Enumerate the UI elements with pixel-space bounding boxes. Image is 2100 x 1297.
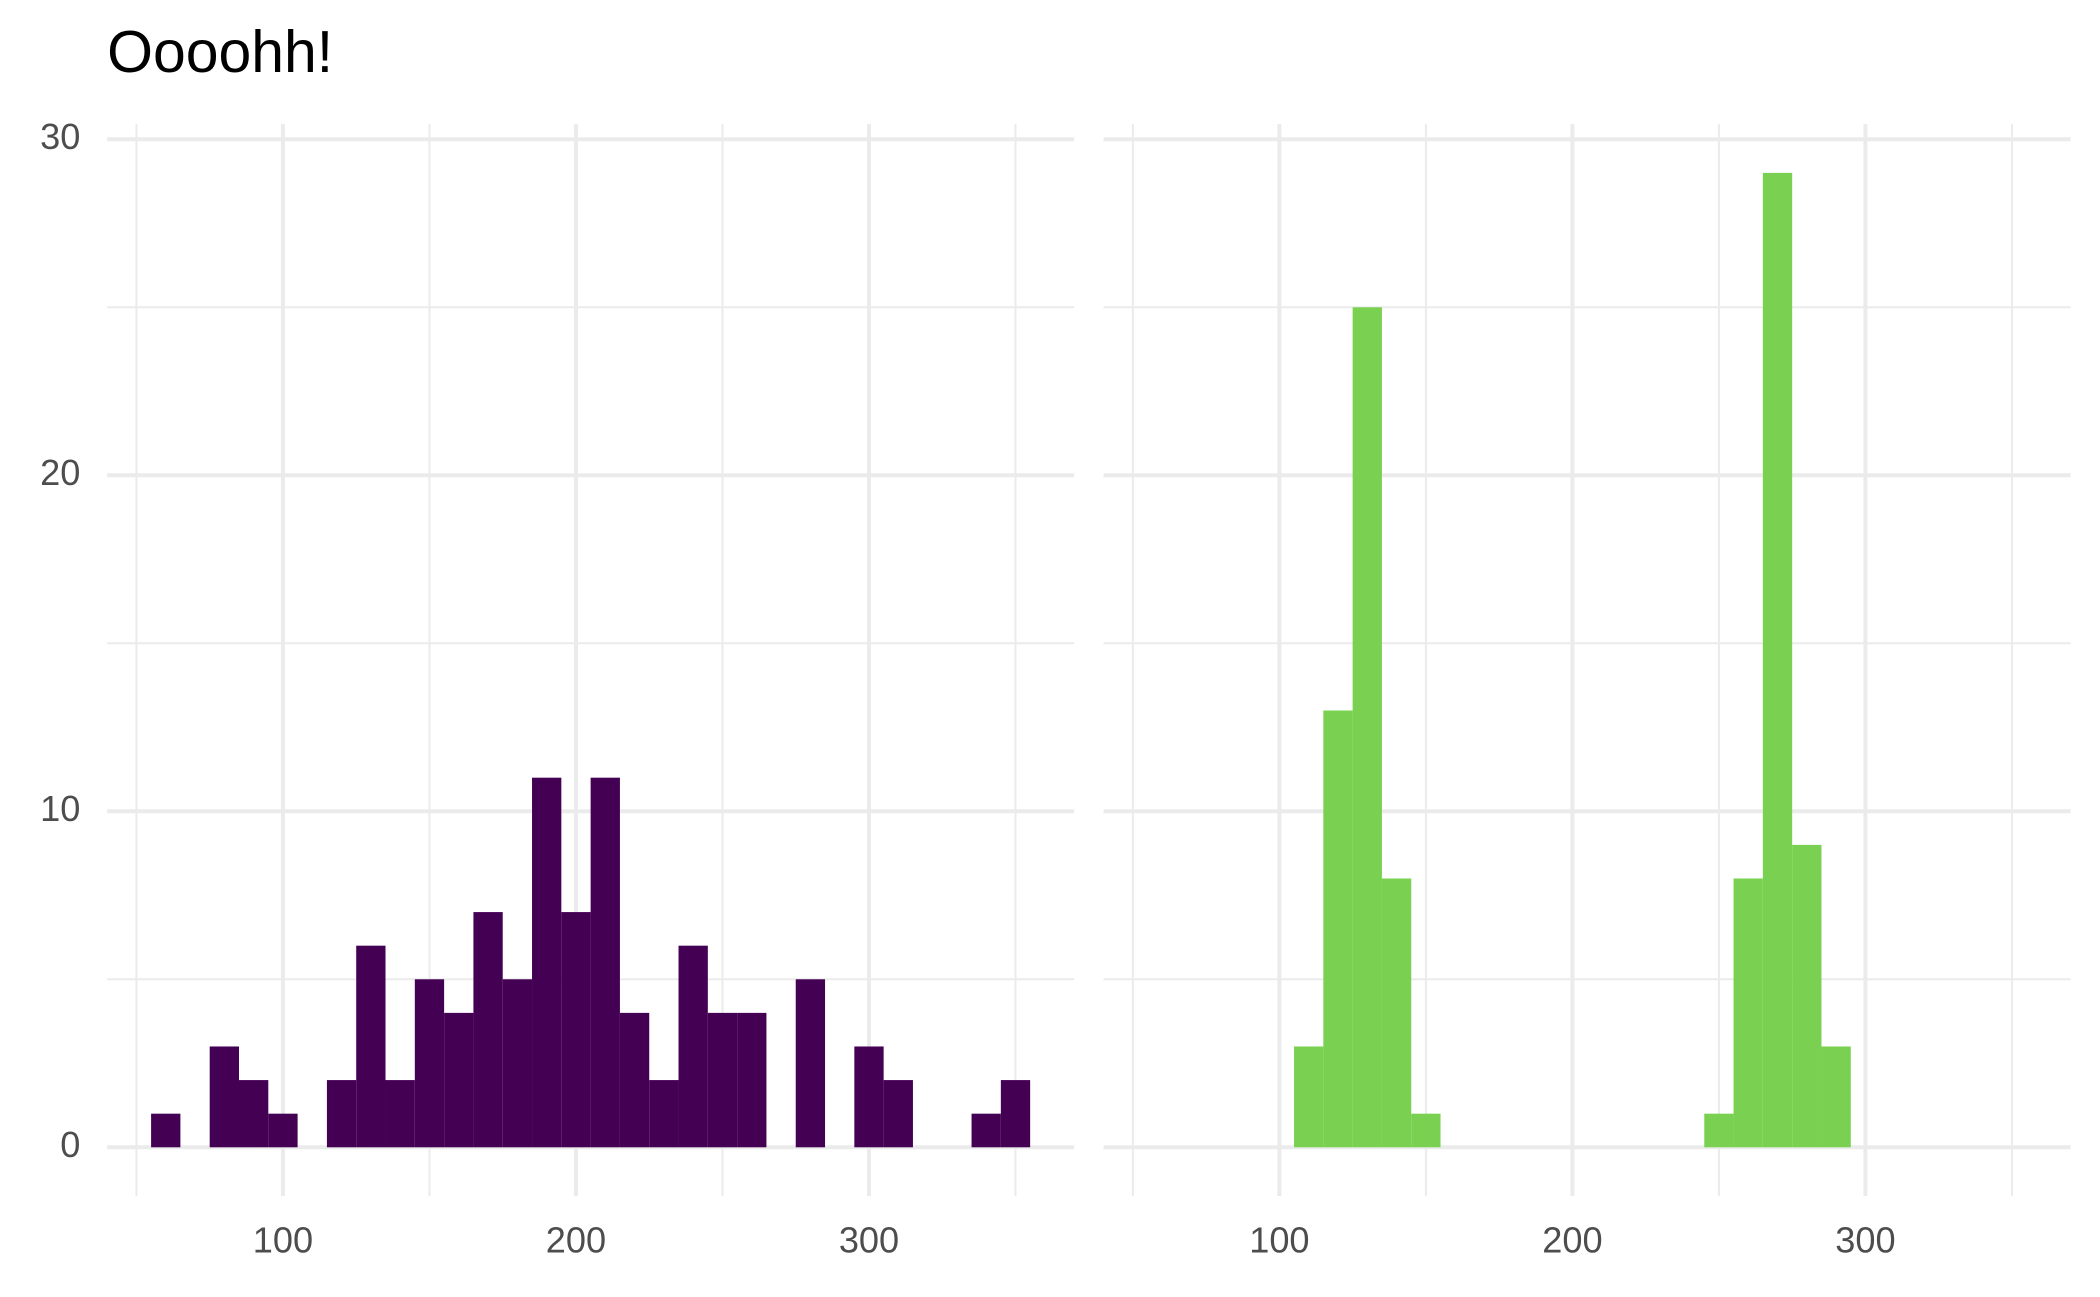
bar — [1352, 307, 1382, 1148]
bar — [356, 945, 386, 1148]
bar — [1704, 1113, 1734, 1148]
x-tick-label: 200 — [546, 1219, 606, 1260]
bar — [649, 1080, 679, 1148]
bar — [590, 777, 620, 1148]
y-tick-label: 20 — [40, 452, 80, 493]
bar — [209, 1046, 240, 1148]
x-tick-label: 100 — [253, 1219, 313, 1260]
bar — [239, 1080, 269, 1148]
bar — [1294, 1046, 1324, 1148]
bar — [561, 912, 591, 1148]
chart-title: Oooohh! — [107, 20, 333, 85]
bar — [1000, 1080, 1031, 1148]
bar — [678, 945, 708, 1148]
bar — [854, 1046, 884, 1148]
y-tick-label: 30 — [40, 116, 80, 157]
x-tick-label: 300 — [1835, 1219, 1895, 1260]
bar — [385, 1080, 415, 1148]
bar — [473, 912, 503, 1148]
bar — [707, 1012, 738, 1148]
x-tick-label: 300 — [839, 1219, 899, 1260]
bar — [1323, 710, 1353, 1148]
bar — [1733, 878, 1763, 1148]
bar — [1762, 172, 1793, 1148]
bar — [1381, 878, 1412, 1148]
bar — [502, 979, 533, 1148]
bar — [444, 1012, 474, 1148]
bar — [151, 1113, 181, 1148]
bar — [1792, 844, 1822, 1148]
y-tick-label: 10 — [40, 788, 80, 829]
bar — [268, 1113, 298, 1148]
bar — [795, 979, 826, 1148]
bar — [883, 1080, 913, 1148]
bar — [414, 979, 445, 1148]
bar — [971, 1113, 1001, 1148]
bar — [1411, 1113, 1441, 1148]
y-tick-label: 0 — [60, 1124, 80, 1165]
x-tick-label: 100 — [1249, 1219, 1309, 1260]
bar — [619, 1012, 650, 1148]
x-tick-label: 200 — [1542, 1219, 1602, 1260]
bar — [1821, 1046, 1851, 1148]
bar — [737, 1012, 767, 1148]
bar — [532, 777, 562, 1148]
bar — [326, 1080, 357, 1148]
